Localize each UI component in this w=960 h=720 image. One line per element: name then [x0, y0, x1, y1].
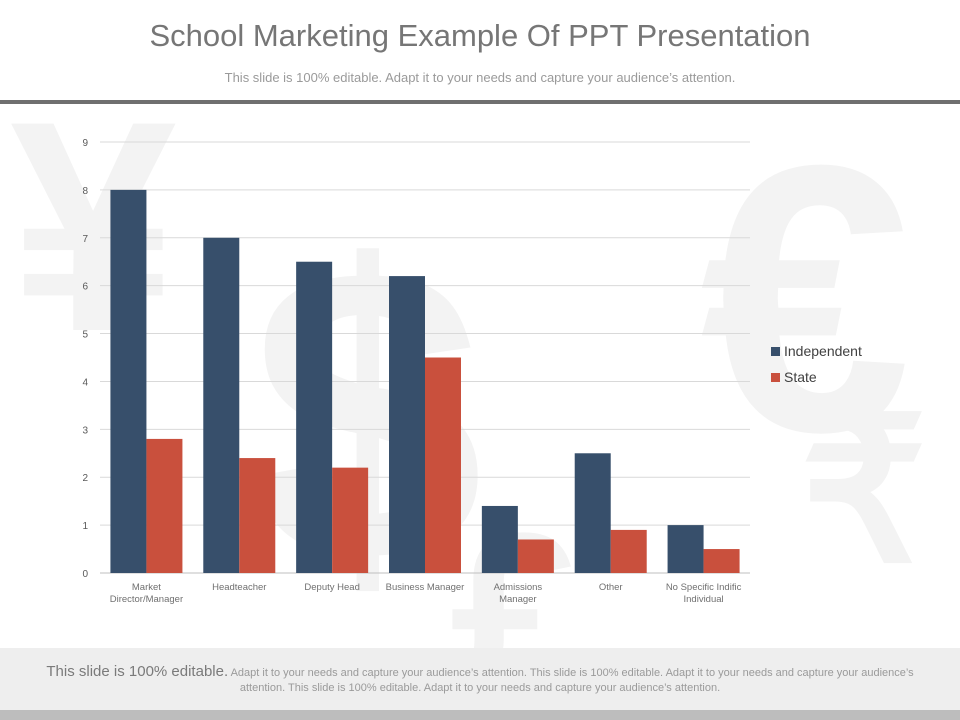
slide-subtitle: This slide is 100% editable. Adapt it to… [224, 70, 736, 85]
x-tick-label: No Specific Indific [666, 582, 742, 593]
legend-swatch [771, 347, 780, 356]
x-tick-label: Manager [499, 594, 537, 605]
y-axis-ticks: 0 1 2 3 4 5 6 7 8 9 [82, 138, 88, 580]
y-tick-label: 7 [82, 234, 88, 245]
x-tick-label: Other [599, 582, 623, 593]
legend-label[interactable]: Independent [784, 343, 862, 359]
footer-lead: This slide is 100% editable. [46, 663, 229, 680]
x-tick-label: Individual [684, 594, 724, 605]
legend-swatch [771, 373, 780, 382]
y-tick-label: 9 [82, 138, 88, 149]
bottom-bar [0, 710, 960, 720]
bar-independent[interactable] [389, 276, 425, 573]
y-tick-label: 3 [82, 425, 88, 436]
bar-state[interactable] [146, 438, 183, 573]
slide-title: School Marketing Example Of PPT Presenta… [149, 18, 811, 53]
y-tick-label: 5 [82, 330, 88, 341]
x-tick-label: Director/Manager [110, 594, 183, 605]
bar-independent[interactable] [110, 189, 147, 573]
bar-state[interactable] [425, 357, 461, 574]
rupee-watermark-icon: ₹ [800, 380, 927, 603]
euro-watermark-icon: € [700, 86, 911, 511]
x-tick-label: Headteacher [212, 582, 266, 593]
bar-state[interactable] [703, 549, 740, 573]
y-tick-label: 8 [82, 186, 88, 197]
title-divider [0, 100, 960, 104]
bar-state[interactable] [517, 539, 554, 573]
y-tick-label: 1 [82, 521, 88, 532]
bars [110, 189, 740, 574]
bar-state[interactable] [610, 529, 647, 573]
y-tick-label: 2 [82, 473, 88, 484]
bar-independent[interactable] [203, 237, 240, 573]
yen-watermark-icon: ¥ [10, 58, 179, 394]
footer-panel: This slide is 100% editable. Adapt it to… [0, 648, 960, 710]
legend[interactable]: Independent State [771, 343, 862, 385]
x-tick-label: Admissions [494, 582, 543, 593]
footer-text: This slide is 100% editable. Adapt it to… [30, 664, 930, 696]
bar-state[interactable] [332, 467, 369, 573]
y-tick-label: 6 [82, 282, 88, 293]
bar-independent[interactable] [481, 505, 518, 573]
bar-state[interactable] [239, 458, 276, 573]
x-tick-label: Business Manager [386, 582, 465, 593]
legend-label[interactable]: State [784, 369, 817, 385]
x-tick-label: Deputy Head [304, 582, 359, 593]
footer-body: Adapt it to your needs and capture your … [228, 667, 914, 694]
bar-independent[interactable] [296, 261, 333, 573]
bar-independent[interactable] [574, 453, 611, 573]
y-tick-label: 4 [82, 377, 88, 388]
x-tick-label: Market [132, 582, 161, 593]
bar-independent[interactable] [667, 525, 704, 573]
y-tick-label: 0 [82, 569, 88, 580]
